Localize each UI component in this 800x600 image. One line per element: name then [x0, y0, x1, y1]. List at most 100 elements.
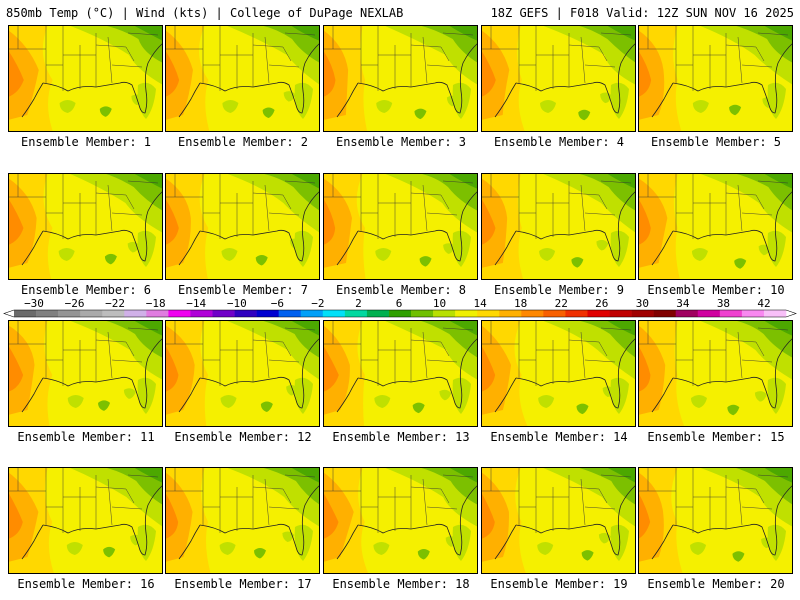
ensemble-member-caption: Ensemble Member: 5 — [650, 135, 782, 149]
colorbar-swatch — [322, 310, 346, 317]
temperature-map — [638, 25, 793, 132]
colorbar-tick-label: −10 — [227, 297, 247, 310]
model-run-label: 18Z GEFS | F018 Valid: 12Z SUN NOV 16 20… — [490, 6, 794, 20]
temperature-map — [481, 467, 636, 574]
colorbar-swatch — [697, 310, 721, 317]
colorbar-swatch — [609, 310, 632, 317]
ensemble-member-map — [323, 320, 478, 427]
colorbar-tick-label: 30 — [636, 297, 649, 310]
colorbar-tick-label: −30 — [24, 297, 44, 310]
colorbar-swatch — [36, 310, 59, 317]
temperature-map — [8, 25, 163, 132]
ensemble-member-caption: Ensemble Member: 17 — [174, 577, 312, 591]
colorbar-tick-label: −26 — [65, 297, 85, 310]
colorbar-tick-label: 14 — [473, 297, 487, 310]
ensemble-member-map — [8, 173, 163, 280]
temperature-map — [323, 320, 478, 427]
ensemble-member-map — [638, 25, 793, 132]
colorbar-swatch — [719, 310, 743, 317]
colorbar-swatch — [80, 310, 103, 317]
ensemble-member-map — [165, 467, 320, 574]
ensemble-member-caption: Ensemble Member: 13 — [332, 430, 470, 444]
ensemble-member-caption: Ensemble Member: 1 — [20, 135, 152, 149]
colorbar-swatch — [190, 310, 213, 317]
colorbar-swatch — [433, 310, 456, 317]
colorbar-tick-label: 34 — [676, 297, 690, 310]
colorbar-swatch — [168, 310, 191, 317]
temperature-map — [165, 320, 320, 427]
temperature-map — [8, 320, 163, 427]
ensemble-member-map — [165, 25, 320, 132]
temperature-map — [323, 25, 478, 132]
colorbar-swatch — [565, 310, 588, 317]
colorbar-swatch — [477, 310, 500, 317]
temperature-map — [323, 173, 478, 280]
colorbar-swatch — [388, 310, 412, 317]
temperature-map — [8, 467, 163, 574]
ensemble-member-caption: Ensemble Member: 7 — [177, 283, 309, 297]
colorbar-swatch — [763, 310, 787, 317]
colorbar-tick-label: 10 — [433, 297, 446, 310]
temperature-colorbar: −30 −26 −22 −18 −14 −10 −6 −2 2 6 10 14 18 22 26 30 34 38… — [3, 297, 797, 318]
ensemble-member-caption: Ensemble Member: 4 — [493, 135, 625, 149]
ensemble-member-caption: Ensemble Member: 16 — [17, 577, 155, 591]
colorbar-swatch — [234, 310, 257, 317]
colorbar-tick-label: −22 — [105, 297, 125, 310]
ensemble-member-map — [323, 467, 478, 574]
ensemble-member-caption: Ensemble Member: 15 — [647, 430, 785, 444]
map-title: 850mb Temp (°C) | Wind (kts) | College o… — [6, 6, 404, 20]
colorbar-swatch — [543, 310, 566, 317]
ensemble-member-map — [638, 173, 793, 280]
ensemble-member-map — [481, 173, 636, 280]
ensemble-member-caption: Ensemble Member: 9 — [493, 283, 625, 297]
colorbar-tick-label: 22 — [555, 297, 568, 310]
ensemble-member-map — [323, 25, 478, 132]
temperature-map — [8, 173, 163, 280]
colorbar-swatch — [58, 310, 81, 317]
temperature-map — [638, 320, 793, 427]
ensemble-member-caption: Ensemble Member: 6 — [20, 283, 152, 297]
ensemble-member-caption: Ensemble Member: 18 — [332, 577, 470, 591]
temperature-map — [638, 467, 793, 574]
ensemble-member-map — [323, 173, 478, 280]
ensemble-member-caption: Ensemble Member: 11 — [17, 430, 155, 444]
colorbar-swatch — [300, 310, 324, 317]
ensemble-member-caption: Ensemble Member: 20 — [647, 577, 785, 591]
ensemble-member-map — [481, 320, 636, 427]
temperature-map — [165, 467, 320, 574]
colorbar-tick-label: −18 — [146, 297, 166, 310]
temperature-map — [481, 173, 636, 280]
temperature-map — [481, 25, 636, 132]
temperature-map — [323, 467, 478, 574]
colorbar-outline — [3, 309, 797, 318]
ensemble-member-caption: Ensemble Member: 10 — [647, 283, 785, 297]
colorbar-tick-label: 26 — [595, 297, 608, 310]
colorbar-swatch — [366, 310, 390, 317]
ensemble-member-caption: Ensemble Member: 8 — [335, 283, 467, 297]
colorbar-tick-label: 2 — [355, 297, 362, 310]
colorbar-swatch — [146, 310, 169, 317]
colorbar-swatch — [124, 310, 147, 317]
ensemble-member-caption: Ensemble Member: 14 — [490, 430, 628, 444]
ensemble-member-map — [638, 320, 793, 427]
colorbar-swatch — [212, 310, 235, 317]
ensemble-member-map — [165, 320, 320, 427]
ensemble-member-map — [8, 467, 163, 574]
colorbar-tick-label: −14 — [186, 297, 206, 310]
colorbar-tick-label: 42 — [757, 297, 770, 310]
colorbar-swatch — [675, 310, 699, 317]
colorbar-swatch — [411, 310, 434, 317]
colorbar-swatch — [455, 310, 478, 317]
ensemble-member-map — [481, 467, 636, 574]
colorbar-swatch — [102, 310, 125, 317]
ensemble-member-map — [8, 320, 163, 427]
ensemble-member-caption: Ensemble Member: 12 — [174, 430, 312, 444]
colorbar-swatch — [278, 310, 302, 317]
ensemble-member-map — [165, 173, 320, 280]
colorbar-swatch — [499, 310, 522, 317]
colorbar-tick-label: −2 — [311, 297, 324, 310]
colorbar-swatch — [344, 310, 368, 317]
ensemble-member-caption: Ensemble Member: 2 — [177, 135, 309, 149]
temperature-map — [165, 25, 320, 132]
colorbar-swatch — [631, 310, 654, 317]
